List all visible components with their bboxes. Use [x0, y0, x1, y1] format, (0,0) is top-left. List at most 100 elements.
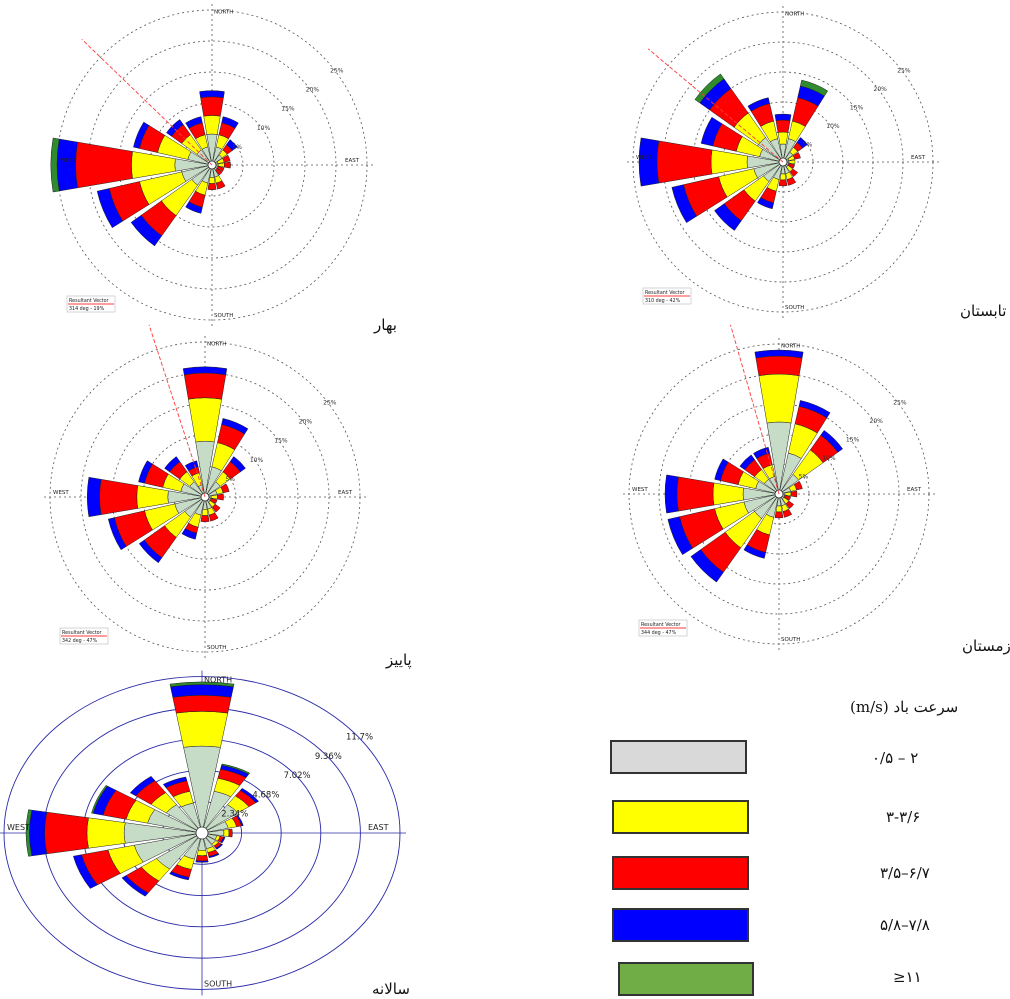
caption-summer: تابستان: [960, 302, 1007, 320]
windrose-annual-petal-NNE-bin-5: [221, 763, 251, 775]
legend-label-3: ۳/۵–۶/۷: [880, 864, 930, 882]
legend-swatch-5: [618, 962, 754, 996]
windrose-annual-ring-label-1: 2.34%: [221, 810, 248, 820]
windrose-annual-petal-NE-bin-4: [239, 787, 259, 804]
windrose-spring-resultant-value: 314 deg - 19%: [69, 306, 105, 312]
windrose-spring-compass-north: NORTH: [214, 10, 233, 16]
windrose-annual-ring-label-5: 11.7%: [346, 733, 373, 743]
windrose-annual-petal-SSW-bin-4: [169, 871, 190, 881]
windrose-autumn-resultant-label: Resultant Vector: [62, 630, 102, 636]
windrose-summer-petal-WNW-bin-4: [700, 116, 723, 147]
windrose-winter-petal-S-bin-3: [774, 511, 784, 519]
windrose-winter-ring-label-2: 10%: [822, 455, 836, 462]
windrose-spring-petal-SSW-bin-4: [185, 201, 203, 214]
windrose-summer-petal-SSW-bin-4: [757, 197, 774, 210]
windrose-autumn-petal-W-bin-4: [87, 476, 102, 518]
windrose-annual-ring-label-3: 7.02%: [284, 771, 311, 781]
windrose-winter-resultant-vector: [730, 324, 780, 495]
caption-winter: زمستان: [962, 637, 1010, 655]
windrose-spring-resultant-vector: [81, 38, 213, 166]
windrose-spring-petal-N-bin-4: [199, 90, 225, 99]
legend-swatch-1: [610, 740, 747, 774]
windrose-summer-ring-label-1: 5%: [803, 142, 813, 149]
windrose-autumn-petal-NNE-bin-4: [221, 418, 249, 435]
legend-title: سرعت باد (m/s): [850, 698, 959, 716]
windrose-annual-petal-SW-bin-4: [121, 875, 149, 897]
windrose-annual-petal-S-bin-2: [196, 849, 208, 856]
windrose-winter-compass-east: EAST: [907, 487, 922, 493]
windrose-summer-petal-NW-bin-5: [694, 73, 725, 104]
windrose-annual-petal-NW-bin-4: [129, 775, 156, 797]
windrose-summer-petal-WSW-bin-4: [671, 184, 697, 224]
windrose-autumn-compass-west: WEST: [53, 490, 69, 496]
windrose-autumn-petal-E-bin-3: [216, 493, 224, 501]
windrose-annual-petal-ESE-bin-4: [220, 836, 226, 844]
windrose-summer-petal-SE-bin-3: [789, 168, 799, 178]
windrose-spring-petal-WNW-bin-4: [133, 121, 150, 149]
windrose-winter-petal-E-bin-3: [790, 490, 798, 498]
windrose-autumn-petal-SSE-bin-3: [208, 512, 219, 522]
windrose-annual-petal-E-bin-2: [223, 829, 230, 837]
windrose-spring-ring-label-1: 5%: [232, 144, 242, 151]
windrose-winter-ring-label-4: 20%: [870, 418, 884, 425]
caption-annual: سالانه: [372, 980, 410, 998]
windrose-summer-compass-west: WEST: [636, 155, 652, 161]
windrose-summer-petal-NNE-bin-5: [800, 79, 829, 97]
windrose-winter-petal-SE-bin-3: [785, 500, 795, 510]
windrose-autumn-ring-label-3: 15%: [274, 438, 288, 445]
windrose-autumn-petal-NW-bin-4: [164, 456, 181, 473]
windrose-autumn-petal-ENE-bin-3: [220, 483, 230, 494]
windrose-winter-petal-NNW-bin-4: [753, 446, 770, 459]
windrose-autumn-compass-east: EAST: [338, 490, 353, 496]
windrose-winter-petal-SSE-bin-3: [782, 508, 793, 518]
windrose-autumn-compass-north: NORTH: [207, 342, 226, 348]
windrose-summer-petal-SW-bin-4: [714, 203, 742, 231]
windrose-winter-ring-label-3: 15%: [846, 437, 860, 444]
windrose-annual-petal-W-bin-4: [29, 809, 48, 857]
windrose-summer-petal-ENE-bin-3: [792, 152, 801, 160]
windrose-annual-petal-N-bin-3: [172, 695, 232, 714]
windrose-spring-petal-SE-bin-3: [215, 168, 223, 176]
legend-label-1: ۰/۵ – ۲: [872, 749, 919, 767]
windrose-spring-petal-NNE-bin-4: [221, 116, 239, 129]
windrose-autumn-ring-label-1: 5%: [225, 476, 235, 483]
windrose-summer-petal-SSE-bin-3: [786, 176, 797, 186]
windrose-autumn-compass-south: SOUTH: [207, 645, 226, 651]
windrose-spring-ring-label-3: 15%: [281, 106, 295, 113]
windrose-winter-petal-ESE-bin-3: [783, 495, 791, 501]
windrose-spring-ring-label-2: 10%: [257, 125, 271, 132]
windrose-winter-ring-label-1: 5%: [799, 474, 809, 481]
windrose-autumn-ring-label-2: 10%: [250, 457, 264, 464]
windrose-summer-ring-label-2: 10%: [826, 123, 840, 130]
legend-swatch-3: [612, 856, 749, 890]
windrose-annual-ring-label-4: 9.36%: [315, 752, 342, 762]
windrose-winter-petal-WNW-bin-4: [714, 458, 729, 481]
windrose-annual-petal-E-bin-3: [228, 828, 233, 838]
windrose-winter-resultant-value: 344 deg - 47%: [641, 630, 677, 636]
windrose-autumn-ring-label-4: 20%: [299, 419, 313, 426]
legend-swatch-4: [612, 908, 749, 942]
legend-swatch-2: [612, 800, 749, 834]
caption-autumn: پاییز: [386, 651, 412, 669]
windrose-annual-petal-N-bin-5: [169, 681, 235, 687]
windrose-spring-petal-NE-bin-4: [226, 139, 238, 151]
windrose-winter-ring-label-5: 25%: [893, 400, 907, 407]
windrose-spring-petal-WSW-bin-4: [96, 188, 124, 229]
windrose-annual-compass-east: EAST: [368, 823, 389, 832]
windrose-annual-petal-W-bin-5: [25, 809, 33, 857]
windrose-winter-resultant-label: Resultant Vector: [641, 622, 681, 628]
windrose-autumn-petal-WSW-bin-4: [107, 517, 127, 551]
windrose-annual-petal-S-bin-3: [195, 855, 209, 862]
windrose-summer-petal-N-bin-4: [774, 113, 792, 121]
windrose-spring-petal-SSE-bin-3: [215, 180, 226, 190]
windrose-annual-petal-WNW-bin-5: [91, 785, 108, 814]
windrose-spring-petal-W-bin-5: [50, 137, 60, 193]
windrose-summer-ring-label-3: 15%: [850, 105, 864, 112]
windrose-autumn-petal-S-bin-3: [200, 515, 210, 523]
windrose-summer-petal-E-bin-2: [788, 159, 796, 165]
windrose-annual-petal-SE-bin-4: [215, 843, 224, 850]
windrose-winter-compass-west: WEST: [632, 487, 648, 493]
